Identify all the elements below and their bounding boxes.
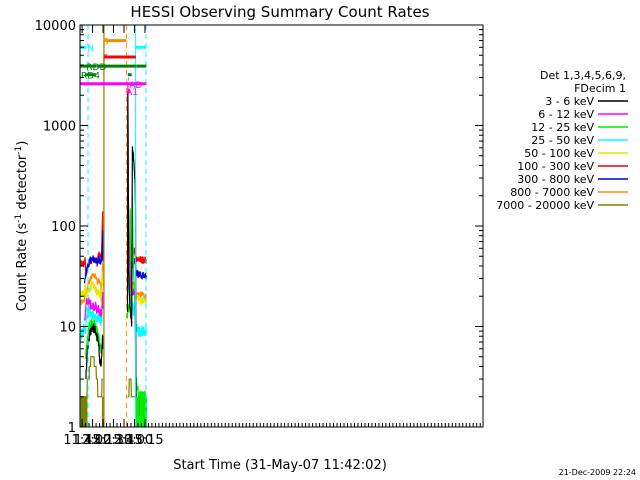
x-tick-label-5: 13:00 — [116, 433, 153, 448]
legend-label-2: 12 - 25 keV — [531, 121, 594, 134]
y-tick-label-1: 10 — [59, 321, 76, 336]
state-bar-label-3: RDD — [86, 63, 106, 73]
olive-noise-0 — [80, 396, 88, 427]
legend-label-4: 50 - 100 keV — [524, 147, 594, 160]
y-axis-label: Count Rate (s-1 detector-1) — [14, 141, 30, 312]
y-tick-label-4: 10000 — [35, 19, 76, 34]
legend-header-0: Det 1,3,4,5,6,9, — [540, 69, 626, 82]
state-bar-label-0: N — [87, 44, 94, 54]
series-line-2 — [80, 260, 104, 307]
series-line-6 — [84, 319, 104, 359]
series-line-1 — [83, 230, 104, 284]
y-tick-label-0: 1 — [68, 421, 76, 436]
timestamp: 21-Dec-2009 22:24 — [559, 468, 636, 477]
legend-label-3: 25 - 50 keV — [531, 134, 594, 147]
x-tick-label-1: 12:00 — [74, 433, 111, 448]
series-line-14 — [126, 195, 147, 403]
legend-label-1: 6 - 12 keV — [538, 108, 594, 121]
legend-header-1: FDecim 1 — [574, 82, 626, 95]
state-bar-label-6: A1 — [126, 88, 138, 98]
state-bar-label-1: S — [103, 38, 109, 48]
legend-label-7: 800 - 7000 keV — [510, 186, 594, 199]
state-bar-label-4: RD4 — [81, 72, 100, 82]
y-tick-label-2: 100 — [51, 220, 76, 235]
x-tick-label-2: 12:15 — [84, 433, 121, 448]
plot-series — [80, 85, 147, 427]
legend-label-6: 300 - 800 keV — [517, 173, 594, 186]
x-tick-label-3: 12:30 — [95, 433, 132, 448]
legend-label-0: 3 - 6 keV — [545, 95, 594, 108]
series-line-5 — [83, 292, 104, 321]
series-line-3 — [80, 271, 104, 303]
y-tick-label-3: 1000 — [43, 120, 76, 135]
x-tick-label-6: 13:15 — [126, 433, 163, 448]
x-tick-label-0: 11:45 — [63, 433, 100, 448]
x-tick-label-4: 12:45 — [105, 433, 142, 448]
x-axis-label: Start Time (31-May-07 11:42:02) — [173, 458, 387, 473]
legend-label-8: 7000 - 20000 keV — [496, 199, 594, 212]
legend-label-5: 100 - 300 keV — [517, 160, 594, 173]
state-bar-label-2: F — [103, 54, 108, 64]
chart-title: HESSI Observing Summary Count Rates — [130, 3, 429, 21]
state-bar-label-5: AD — [129, 81, 142, 91]
series-line-7 — [85, 323, 104, 380]
